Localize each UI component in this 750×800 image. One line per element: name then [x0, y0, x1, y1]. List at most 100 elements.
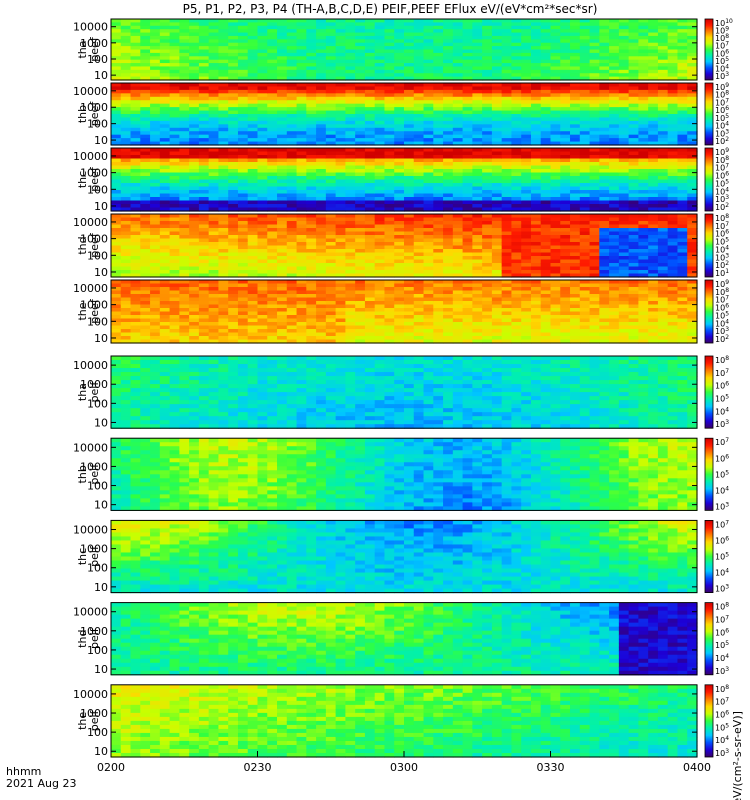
colorbar-tick-label: 108	[715, 33, 729, 43]
heatmap-cell	[472, 127, 483, 132]
heatmap-cell	[296, 204, 307, 209]
heatmap-cell	[530, 162, 542, 167]
heatmap-cell	[257, 193, 268, 198]
heatmap-cell	[277, 315, 288, 320]
heatmap-cell	[648, 100, 659, 105]
heatmap-cell	[355, 183, 366, 188]
heatmap-cell	[687, 242, 698, 247]
heatmap-cell	[628, 231, 639, 236]
heatmap-cell	[618, 110, 630, 115]
heatmap-cell	[247, 107, 259, 112]
heatmap-cell	[140, 162, 151, 167]
heatmap-cell	[648, 190, 659, 195]
heatmap-cell	[140, 86, 151, 91]
heatmap-cell	[677, 49, 688, 54]
heatmap-cell	[443, 117, 454, 122]
heatmap-cell	[579, 63, 591, 68]
heatmap-cell	[198, 110, 210, 115]
heatmap-cell	[111, 59, 122, 64]
heatmap-cell	[159, 86, 171, 91]
heatmap-cell	[511, 148, 522, 153]
heatmap-cell	[267, 165, 278, 170]
heatmap-cell	[130, 235, 141, 240]
heatmap-cell	[189, 29, 200, 34]
heatmap-cell	[179, 231, 190, 236]
heatmap-cell	[169, 214, 180, 219]
heatmap-cell	[570, 103, 581, 108]
heatmap-cell	[208, 207, 220, 212]
heatmap-cell	[257, 235, 268, 240]
colorbar-tick-label: 107	[715, 163, 729, 173]
heatmap-cell	[325, 151, 337, 156]
heatmap-cell	[130, 311, 141, 316]
heatmap-cell	[657, 138, 669, 143]
heatmap-cell	[638, 169, 649, 174]
heatmap-cell	[648, 200, 659, 205]
heatmap-cell	[530, 138, 542, 143]
heatmap-cell	[364, 63, 376, 68]
heatmap-cell	[286, 263, 298, 268]
heatmap-cell	[443, 25, 454, 30]
heatmap-cell	[609, 107, 620, 112]
heatmap-cell	[657, 117, 669, 122]
heatmap-cell	[316, 42, 327, 47]
heatmap-cell	[687, 200, 698, 205]
heatmap-cell	[413, 245, 425, 250]
heatmap-cell	[169, 259, 180, 264]
heatmap-cell	[247, 103, 259, 108]
heatmap-cell	[345, 266, 356, 271]
heatmap-cell	[599, 42, 610, 47]
heatmap-cell	[335, 256, 346, 261]
y-tick-label: 1000	[80, 37, 108, 50]
heatmap-cell	[257, 256, 268, 261]
heatmap-cell	[267, 22, 278, 27]
heatmap-cell	[452, 103, 464, 108]
heatmap-cell	[618, 138, 630, 143]
heatmap-cell	[247, 294, 259, 299]
heatmap-cell	[218, 186, 229, 191]
heatmap-cell	[687, 186, 698, 191]
heatmap-cell	[384, 197, 395, 202]
heatmap-cell	[247, 93, 259, 98]
heatmap-cell	[316, 107, 327, 112]
heatmap-cell	[638, 103, 649, 108]
heatmap-cell	[325, 148, 337, 153]
heatmap-cell	[325, 19, 337, 23]
heatmap-cell	[247, 49, 259, 54]
heatmap-cell	[550, 270, 561, 275]
heatmap-cell	[638, 59, 649, 64]
heatmap-cell	[237, 308, 249, 313]
heatmap-cell	[413, 217, 425, 222]
heatmap-cell	[247, 231, 259, 236]
heatmap-cell	[189, 124, 200, 129]
heatmap-cell	[169, 29, 180, 34]
heatmap-cell	[355, 249, 366, 254]
heatmap-cell	[130, 39, 141, 44]
heatmap-cell	[540, 69, 552, 74]
heatmap-cell	[384, 190, 395, 195]
heatmap-cell	[677, 162, 688, 167]
heatmap-cell	[550, 52, 561, 57]
heatmap-cell	[286, 66, 298, 71]
heatmap-cell	[237, 287, 249, 292]
heatmap-cell	[130, 297, 141, 302]
heatmap-cell	[150, 124, 161, 129]
heatmap-cell	[179, 179, 190, 184]
heatmap-cell	[423, 32, 434, 37]
heatmap-cell	[618, 46, 630, 51]
heatmap-cell	[404, 266, 415, 271]
heatmap-cell	[452, 42, 464, 47]
heatmap-cell	[648, 270, 659, 275]
heatmap-cell	[472, 207, 483, 212]
heatmap-cell	[286, 86, 298, 91]
heatmap-cell	[394, 294, 405, 299]
heatmap-cell	[228, 86, 239, 91]
heatmap-cell	[501, 73, 513, 78]
heatmap-cell	[335, 252, 346, 257]
heatmap-cell	[491, 228, 503, 233]
heatmap-cell	[491, 148, 503, 153]
heatmap-cell	[579, 96, 591, 101]
heatmap-cell	[130, 56, 141, 61]
heatmap-cell	[267, 242, 278, 247]
heatmap-cell	[140, 138, 151, 143]
